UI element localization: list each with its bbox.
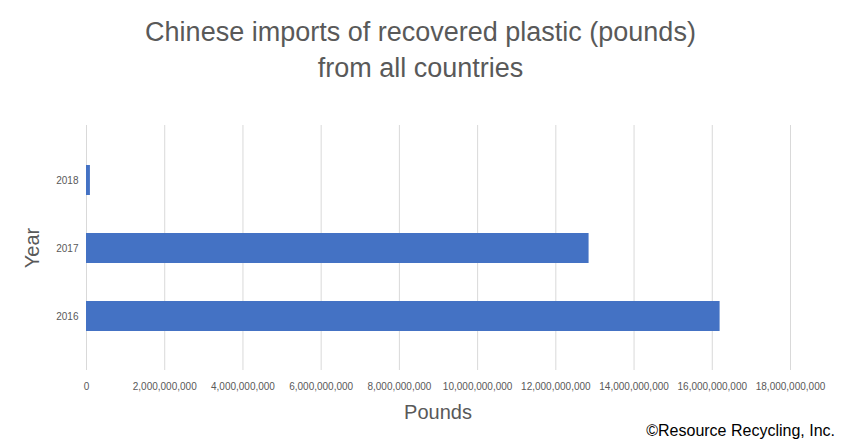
svg-text:4,000,000,000: 4,000,000,000 [211, 381, 275, 392]
svg-text:2017: 2017 [56, 243, 79, 254]
svg-text:16,000,000,000: 16,000,000,000 [678, 381, 748, 392]
svg-text:0: 0 [84, 381, 90, 392]
html-text:©Resource Recycling, Inc.: ©Resource Recycling, Inc. [646, 422, 835, 439]
html-text:from all countries: from all countries [317, 53, 524, 83]
svg-text:2018: 2018 [56, 175, 79, 186]
html-text:Pounds: Pounds [404, 400, 472, 423]
svg-text:12,000,000,000: 12,000,000,000 [521, 381, 591, 392]
svg-text:10,000,000,000: 10,000,000,000 [443, 381, 513, 392]
svg-text:6,000,000,000: 6,000,000,000 [289, 381, 353, 392]
svg-text:2016: 2016 [56, 311, 79, 322]
html-text:Year: Year [20, 227, 43, 269]
svg-text:2,000,000,000: 2,000,000,000 [133, 381, 197, 392]
svg-text:8,000,000,000: 8,000,000,000 [367, 381, 431, 392]
svg-text:14,000,000,000: 14,000,000,000 [599, 381, 669, 392]
html-text:Chinese imports of recovered p: Chinese imports of recovered plastic (po… [145, 17, 696, 47]
svg-text:18,000,000,000: 18,000,000,000 [756, 381, 826, 392]
